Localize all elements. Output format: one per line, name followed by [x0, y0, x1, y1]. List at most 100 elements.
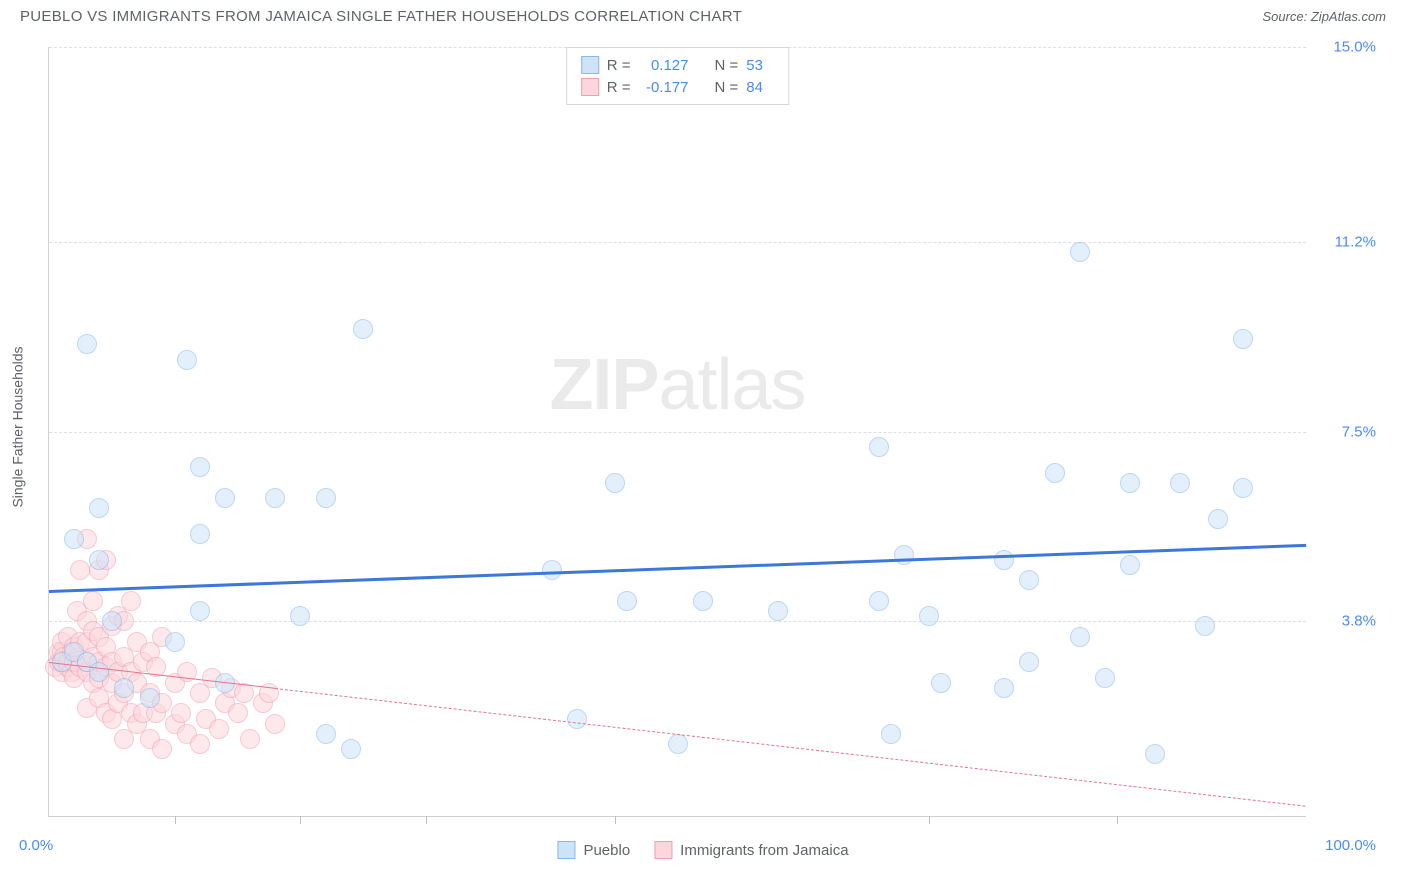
scatter-point	[869, 437, 889, 457]
scatter-point	[215, 488, 235, 508]
legend-label: Immigrants from Jamaica	[680, 842, 848, 859]
legend-bottom: Pueblo Immigrants from Jamaica	[557, 841, 848, 859]
legend-item-1: Immigrants from Jamaica	[654, 841, 848, 859]
scatter-point	[341, 739, 361, 759]
trend-line	[49, 544, 1306, 593]
y-axis-label: Single Father Households	[10, 346, 26, 507]
scatter-point	[190, 524, 210, 544]
scatter-point	[114, 678, 134, 698]
scatter-point	[1070, 627, 1090, 647]
scatter-point	[605, 473, 625, 493]
ytick-label: 7.5%	[1342, 423, 1376, 440]
ytick-label: 15.0%	[1333, 39, 1376, 56]
xtick	[615, 816, 616, 824]
legend-stats-row-0: R = 0.127 N = 53	[581, 54, 775, 76]
stat-n-value: 84	[746, 79, 774, 96]
scatter-point	[240, 729, 260, 749]
watermark: ZIPatlas	[549, 344, 805, 426]
stat-r-label: R =	[607, 57, 631, 74]
scatter-point	[121, 591, 141, 611]
stat-n-value: 53	[746, 57, 774, 74]
stat-r-label: R =	[607, 79, 631, 96]
y-axis-label-container: Single Father Households	[8, 37, 28, 817]
scatter-point	[190, 734, 210, 754]
scatter-point	[1233, 478, 1253, 498]
swatch-icon	[654, 841, 672, 859]
scatter-point	[209, 719, 229, 739]
stat-n-label: N =	[715, 57, 739, 74]
stat-r-value: 0.127	[639, 57, 689, 74]
scatter-point	[89, 662, 109, 682]
xtick	[1117, 816, 1118, 824]
scatter-point	[171, 703, 191, 723]
gridline-h	[49, 621, 1306, 622]
scatter-point	[290, 606, 310, 626]
scatter-point	[228, 703, 248, 723]
scatter-point	[1019, 570, 1039, 590]
chart-header: PUEBLO VS IMMIGRANTS FROM JAMAICA SINGLE…	[0, 0, 1406, 37]
watermark-bold: ZIP	[549, 345, 658, 425]
ytick-label: 3.8%	[1342, 613, 1376, 630]
legend-stats-box: R = 0.127 N = 53 R = -0.177 N = 84	[566, 47, 790, 105]
scatter-point	[64, 529, 84, 549]
scatter-point	[316, 488, 336, 508]
scatter-point	[542, 560, 562, 580]
ytick-label: 11.2%	[1335, 233, 1376, 250]
swatch-icon	[581, 56, 599, 74]
scatter-point	[617, 591, 637, 611]
scatter-point	[1208, 509, 1228, 529]
xtick	[426, 816, 427, 824]
xmin-label: 0.0%	[19, 837, 53, 854]
scatter-point	[869, 591, 889, 611]
scatter-point	[919, 606, 939, 626]
scatter-point	[768, 601, 788, 621]
xmax-label: 100.0%	[1325, 837, 1376, 854]
scatter-point	[994, 678, 1014, 698]
scatter-point	[567, 709, 587, 729]
gridline-h	[49, 242, 1306, 243]
plot-area: ZIPatlas R = 0.127 N = 53 R = -0.177 N =…	[48, 47, 1306, 817]
scatter-point	[994, 550, 1014, 570]
scatter-point	[102, 611, 122, 631]
xtick	[300, 816, 301, 824]
legend-stats-row-1: R = -0.177 N = 84	[581, 76, 775, 98]
scatter-point	[1195, 616, 1215, 636]
scatter-point	[83, 591, 103, 611]
scatter-point	[89, 498, 109, 518]
scatter-point	[165, 632, 185, 652]
scatter-point	[881, 724, 901, 744]
stat-n-label: N =	[715, 79, 739, 96]
scatter-point	[1095, 668, 1115, 688]
swatch-icon	[581, 78, 599, 96]
scatter-point	[89, 550, 109, 570]
scatter-point	[353, 319, 373, 339]
scatter-point	[140, 688, 160, 708]
xtick	[929, 816, 930, 824]
swatch-icon	[557, 841, 575, 859]
xtick	[175, 816, 176, 824]
scatter-point	[1070, 242, 1090, 262]
scatter-point	[693, 591, 713, 611]
scatter-point	[1170, 473, 1190, 493]
scatter-point	[190, 457, 210, 477]
scatter-point	[70, 560, 90, 580]
scatter-point	[1145, 744, 1165, 764]
legend-item-0: Pueblo	[557, 841, 630, 859]
legend-label: Pueblo	[583, 842, 630, 859]
chart-container: Single Father Households ZIPatlas R = 0.…	[0, 37, 1406, 887]
gridline-h	[49, 432, 1306, 433]
scatter-point	[1045, 463, 1065, 483]
scatter-point	[1019, 652, 1039, 672]
scatter-point	[77, 334, 97, 354]
scatter-point	[1120, 473, 1140, 493]
source-attribution: Source: ZipAtlas.com	[1262, 9, 1386, 24]
scatter-point	[931, 673, 951, 693]
scatter-point	[177, 350, 197, 370]
scatter-point	[265, 488, 285, 508]
chart-title: PUEBLO VS IMMIGRANTS FROM JAMAICA SINGLE…	[20, 8, 742, 25]
scatter-point	[265, 714, 285, 734]
scatter-point	[316, 724, 336, 744]
scatter-point	[190, 601, 210, 621]
scatter-point	[152, 739, 172, 759]
watermark-light: atlas	[658, 345, 805, 425]
